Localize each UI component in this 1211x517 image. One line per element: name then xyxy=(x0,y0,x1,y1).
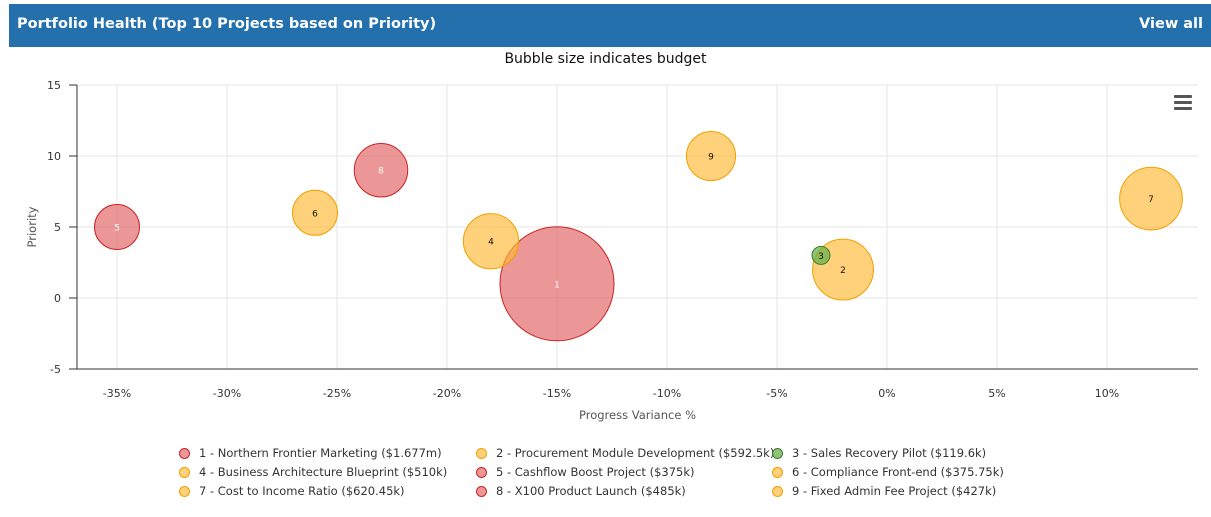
legend-swatch-icon xyxy=(179,466,190,478)
bubble-5 xyxy=(94,204,140,250)
x-tick-label: -20% xyxy=(433,387,461,400)
bubble-1 xyxy=(499,226,615,342)
x-tick-label: -5% xyxy=(766,387,787,400)
legend-label: 8 - X100 Product Launch ($485k) xyxy=(496,484,686,498)
legend-label: 3 - Sales Recovery Pilot ($119.6k) xyxy=(792,446,987,460)
hamburger-icon xyxy=(1174,95,1192,98)
legend-label: 5 - Cashflow Boost Project ($375k) xyxy=(496,465,695,479)
x-axis-title: Progress Variance % xyxy=(579,408,696,422)
legend-item[interactable]: 3 - Sales Recovery Pilot ($119.6k) xyxy=(772,446,986,460)
bubble-9 xyxy=(685,130,737,182)
legend-swatch-icon xyxy=(179,447,190,459)
hamburger-icon xyxy=(1174,107,1192,110)
legend-swatch-icon xyxy=(179,485,190,497)
legend-item[interactable]: 1 - Northern Frontier Marketing ($1.677m… xyxy=(179,446,442,460)
y-tick-label: 0 xyxy=(54,292,61,305)
legend-item[interactable]: 4 - Business Architecture Blueprint ($51… xyxy=(179,465,447,479)
legend-item[interactable]: 8 - X100 Product Launch ($485k) xyxy=(476,484,686,498)
x-tick-label: -30% xyxy=(213,387,241,400)
legend-label: 1 - Northern Frontier Marketing ($1.677m… xyxy=(199,446,442,460)
x-tick-label: -15% xyxy=(543,387,571,400)
y-tick-label: 15 xyxy=(47,79,61,92)
chart-subtitle: Bubble size indicates budget xyxy=(504,51,707,67)
bubble-label-8: 8 xyxy=(378,167,384,177)
x-tick-label: 0% xyxy=(878,387,895,400)
bubble-label-3: 3 xyxy=(818,252,824,262)
legend-swatch-icon xyxy=(772,485,783,497)
x-tick-label: -25% xyxy=(323,387,351,400)
legend-item[interactable]: 7 - Cost to Income Ratio ($620.45k) xyxy=(179,484,405,498)
y-tick-label: -5 xyxy=(50,363,61,376)
legend-label: 2 - Procurement Module Development ($592… xyxy=(496,446,775,460)
legend-swatch-icon xyxy=(476,485,487,497)
panel-title: Portfolio Health (Top 10 Projects based … xyxy=(17,16,437,32)
legend-label: 7 - Cost to Income Ratio ($620.45k) xyxy=(199,484,405,498)
bubble-label-2: 2 xyxy=(840,266,846,276)
bubble-label-7: 7 xyxy=(1148,195,1154,205)
legend-swatch-icon xyxy=(772,466,783,478)
legend-label: 9 - Fixed Admin Fee Project ($427k) xyxy=(792,484,997,498)
bubble-7 xyxy=(1119,166,1183,231)
legend-item[interactable]: 5 - Cashflow Boost Project ($375k) xyxy=(476,465,695,479)
view-all-link[interactable]: View all xyxy=(1139,16,1203,32)
x-tick-label: -35% xyxy=(103,387,131,400)
legend-item[interactable]: 9 - Fixed Admin Fee Project ($427k) xyxy=(772,484,996,498)
legend-label: 4 - Business Architecture Blueprint ($51… xyxy=(199,465,448,479)
hamburger-icon xyxy=(1174,101,1192,104)
bubble-label-4: 4 xyxy=(488,238,494,248)
legend-item[interactable]: 6 - Compliance Front-end ($375.75k) xyxy=(772,465,1004,479)
bubble-label-9: 9 xyxy=(708,153,714,163)
chart-menu-button[interactable] xyxy=(1172,93,1194,111)
legend-swatch-icon xyxy=(772,447,783,459)
y-tick-label: 10 xyxy=(47,150,61,163)
bubble-6 xyxy=(291,189,339,236)
panel-header: Portfolio Health (Top 10 Projects based … xyxy=(9,4,1211,47)
bubble-label-1: 1 xyxy=(554,280,560,290)
legend-label: 6 - Compliance Front-end ($375.75k) xyxy=(792,465,1004,479)
legend-swatch-icon xyxy=(476,466,487,478)
x-tick-label: 5% xyxy=(988,387,1005,400)
bubble-4 xyxy=(462,213,520,270)
bubble-3 xyxy=(811,245,831,265)
x-tick-label: 10% xyxy=(1095,387,1119,400)
bubble-label-5: 5 xyxy=(114,224,120,234)
y-tick-label: 5 xyxy=(54,221,61,234)
bubble-8 xyxy=(353,142,409,198)
x-tick-label: -10% xyxy=(653,387,681,400)
legend-item[interactable]: 2 - Procurement Module Development ($592… xyxy=(476,446,774,460)
y-axis-title: Priority xyxy=(25,206,39,247)
bubble-label-6: 6 xyxy=(312,209,318,219)
legend-swatch-icon xyxy=(476,447,487,459)
